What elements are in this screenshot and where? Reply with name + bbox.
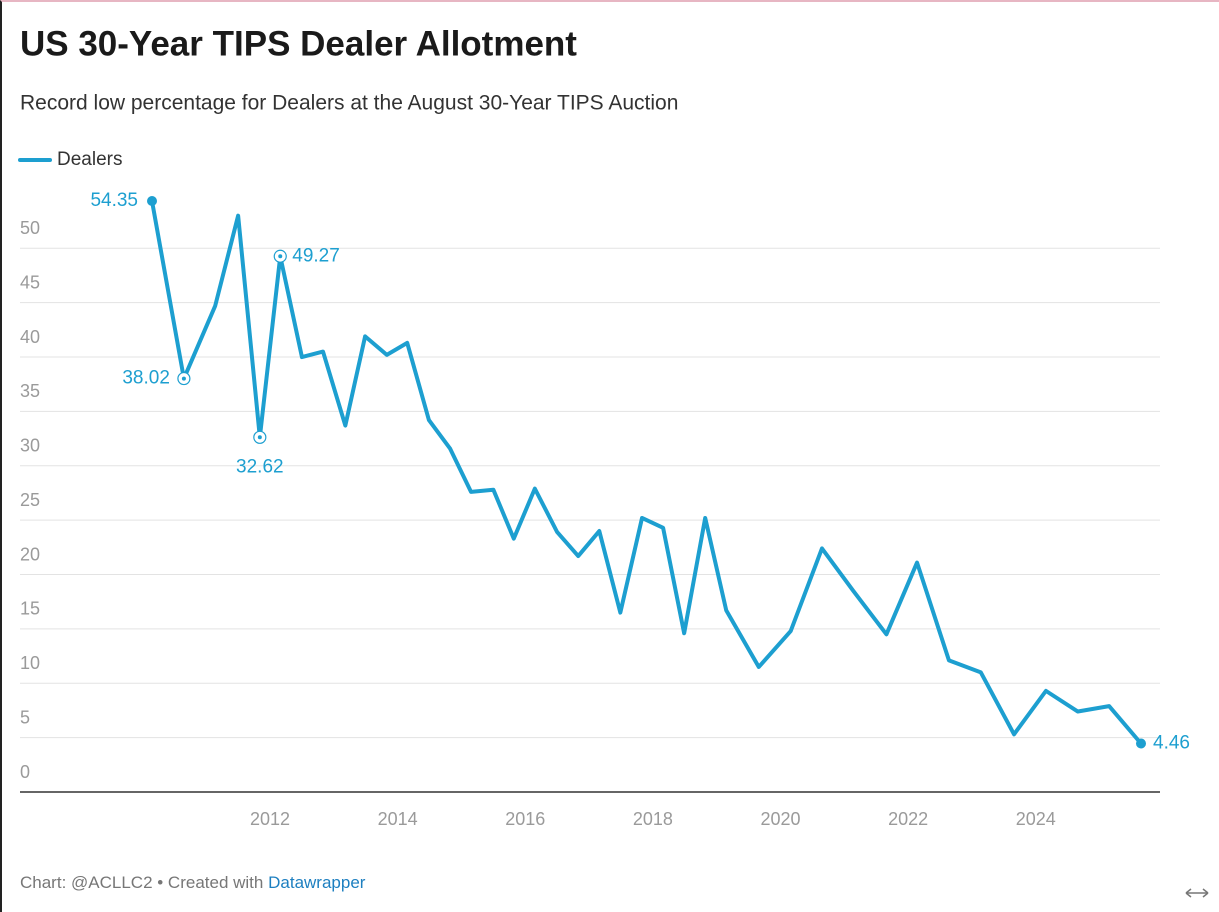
x-tick-label: 2018 xyxy=(633,809,673,829)
y-tick-label: 25 xyxy=(20,490,40,510)
data-label: 54.35 xyxy=(90,190,138,211)
data-label: 32.62 xyxy=(236,456,284,477)
data-label: 49.27 xyxy=(292,245,340,266)
x-tick-label: 2022 xyxy=(888,809,928,829)
point-marker xyxy=(1136,738,1146,749)
resize-icon[interactable] xyxy=(1185,888,1209,898)
footer: Chart: @ACLLC2 • Created with Datawrappe… xyxy=(20,873,366,892)
chart-subtitle: Record low percentage for Dealers at the… xyxy=(20,92,678,115)
y-tick-label: 10 xyxy=(20,653,40,673)
data-label: 38.02 xyxy=(122,368,170,389)
x-tick-label: 2020 xyxy=(760,809,800,829)
x-tick-label: 2014 xyxy=(378,809,418,829)
footer-link[interactable]: Datawrapper xyxy=(268,873,366,892)
point-marker-dot xyxy=(257,435,262,440)
point-marker xyxy=(147,196,157,206)
y-tick-label: 15 xyxy=(20,599,40,619)
x-tick-label: 2024 xyxy=(1016,809,1056,829)
y-tick-label: 40 xyxy=(20,327,40,347)
y-tick-label: 45 xyxy=(20,272,40,292)
y-tick-label: 20 xyxy=(20,544,40,564)
x-tick-label: 2016 xyxy=(505,809,545,829)
legend-label: Dealers xyxy=(57,149,122,170)
line xyxy=(150,200,1143,745)
x-tick-label: 2012 xyxy=(250,809,290,829)
point-marker-dot xyxy=(181,376,186,381)
point-marker-dot xyxy=(278,254,283,259)
chart-title: US 30-Year TIPS Dealer Allotment xyxy=(20,24,577,63)
y-tick-label: 5 xyxy=(20,707,30,727)
y-tick-label: 50 xyxy=(20,218,40,238)
data-label: 4.46 xyxy=(1153,733,1190,754)
footer-text: Chart: @ACLLC2 • Created with xyxy=(20,873,263,892)
y-tick-label: 0 xyxy=(20,762,30,782)
y-tick-label: 30 xyxy=(20,436,40,456)
y-tick-label: 35 xyxy=(20,381,40,401)
